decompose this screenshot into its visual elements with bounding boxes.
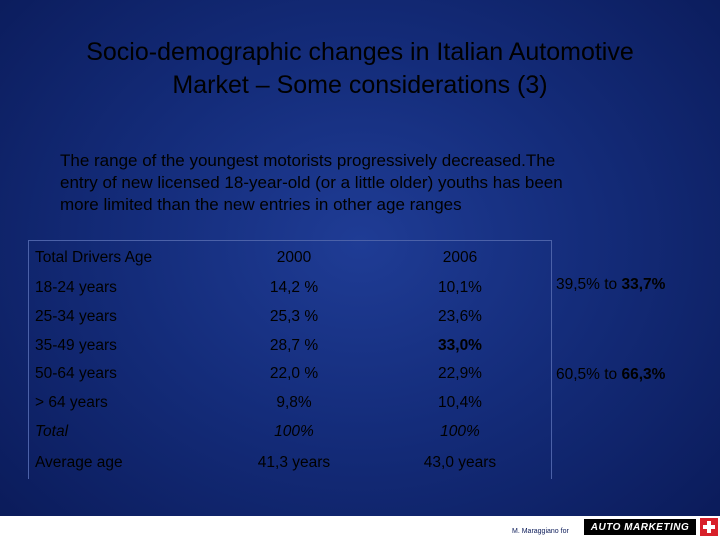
intro-line-3: more limited than the new entries in oth…	[60, 195, 462, 214]
row-label: 25-34 years	[35, 308, 117, 326]
table-row-average: Average age 41,3 years 43,0 years	[29, 446, 551, 479]
row-2006: 22,9%	[438, 365, 482, 383]
intro-line-2: entry of new licensed 18-year-old (or a …	[60, 173, 563, 192]
intro-paragraph: The range of the youngest motorists prog…	[60, 150, 660, 216]
row-2006: 43,0 years	[423, 453, 497, 471]
row-label: Average age	[35, 453, 123, 471]
drivers-age-table: Total Drivers Age 2000 2006 18-24 years …	[28, 240, 552, 480]
row-2006: 10,4%	[438, 394, 482, 412]
row-2000: 14,2 %	[269, 279, 319, 297]
row-2000: 9,8%	[276, 394, 312, 412]
young-share-note: 39,5% to 33,7%	[556, 276, 665, 294]
row-2000: 28,7 %	[269, 336, 319, 354]
title-line-1: Socio-demographic changes in Italian Aut…	[86, 38, 634, 66]
table-row: 35-49 years 28,7 % 33,0%	[29, 331, 551, 360]
row-label: 18-24 years	[35, 279, 117, 297]
row-2006: 23,6%	[438, 308, 482, 326]
row-label: Total	[35, 422, 69, 440]
footer-credit: M. Maraggiano for	[512, 528, 569, 535]
young-share-prefix: 39,5% to	[556, 276, 622, 293]
mid-share-note: 60,5% to 66,3%	[556, 366, 665, 384]
table-row: 25-34 years 25,3 % 23,6%	[29, 303, 551, 332]
table-row: 50-64 years 22,0 % 22,9%	[29, 360, 551, 389]
intro-line-1: The range of the youngest motorists prog…	[60, 151, 556, 170]
row-2006: 33,0%	[438, 336, 482, 354]
auto-marketing-logo: AUTO MARKETING	[584, 519, 696, 535]
row-label: 50-64 years	[35, 365, 117, 383]
logo-text: AUTO MARKETING	[590, 521, 690, 533]
header-2000: 2000	[276, 248, 312, 266]
row-2006: 100%	[440, 422, 480, 440]
young-share-value: 33,7%	[621, 276, 666, 293]
swiss-cross-icon	[700, 518, 718, 536]
slide-title: Socio-demographic changes in Italian Aut…	[0, 36, 720, 102]
row-2006: 10,1%	[438, 279, 482, 297]
mid-share-prefix: 60,5% to	[556, 366, 622, 383]
table-row: 18-24 years 14,2 % 10,1%	[29, 274, 551, 303]
row-2000: 25,3 %	[269, 308, 319, 326]
title-line-2: Market – Some considerations (3)	[172, 71, 548, 99]
row-2000: 41,3 years	[257, 453, 331, 471]
header-2006: 2006	[442, 248, 478, 266]
header-age: Total Drivers Age	[35, 248, 153, 266]
row-2000: 22,0 %	[269, 365, 319, 383]
mid-share-value: 66,3%	[621, 366, 666, 383]
row-label: > 64 years	[35, 394, 108, 412]
row-2000: 100%	[274, 422, 314, 440]
table-row-total: Total 100% 100%	[29, 417, 551, 446]
table-row: > 64 years 9,8% 10,4%	[29, 389, 551, 418]
table-header-row: Total Drivers Age 2000 2006	[29, 241, 551, 274]
row-label: 35-49 years	[35, 336, 117, 354]
